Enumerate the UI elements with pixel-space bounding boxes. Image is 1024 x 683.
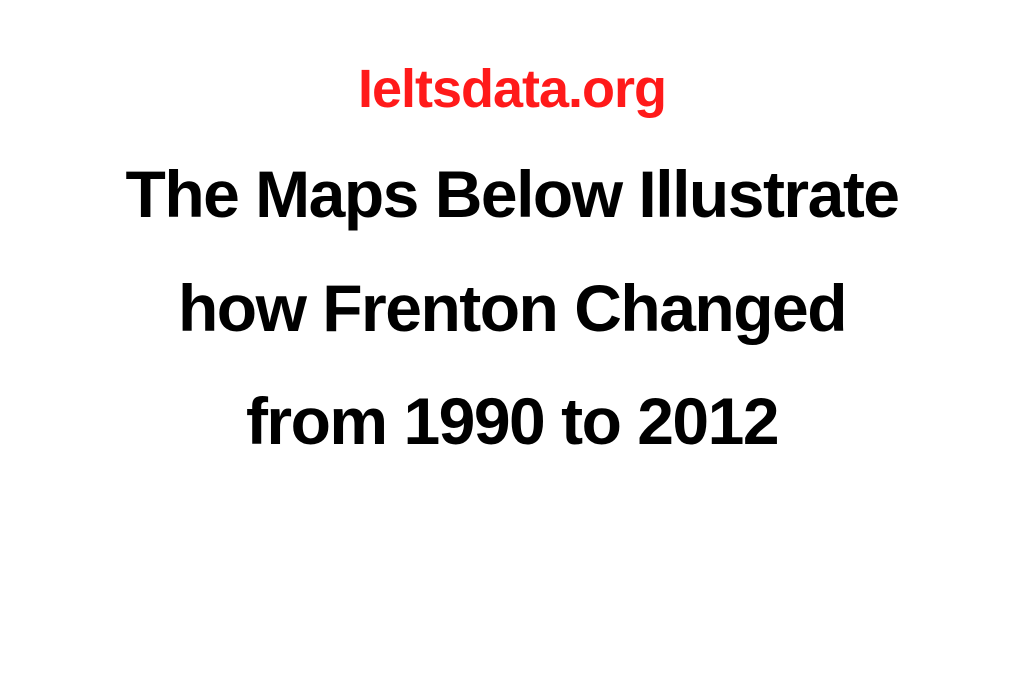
headline-block: The Maps Below Illustrate how Frenton Ch…: [126, 138, 899, 479]
headline-line-3: from 1990 to 2012: [126, 365, 899, 479]
headline-line-2: how Frenton Changed: [126, 252, 899, 366]
headline-line-1: The Maps Below Illustrate: [126, 138, 899, 252]
site-name: Ieltsdata.org: [358, 58, 666, 120]
